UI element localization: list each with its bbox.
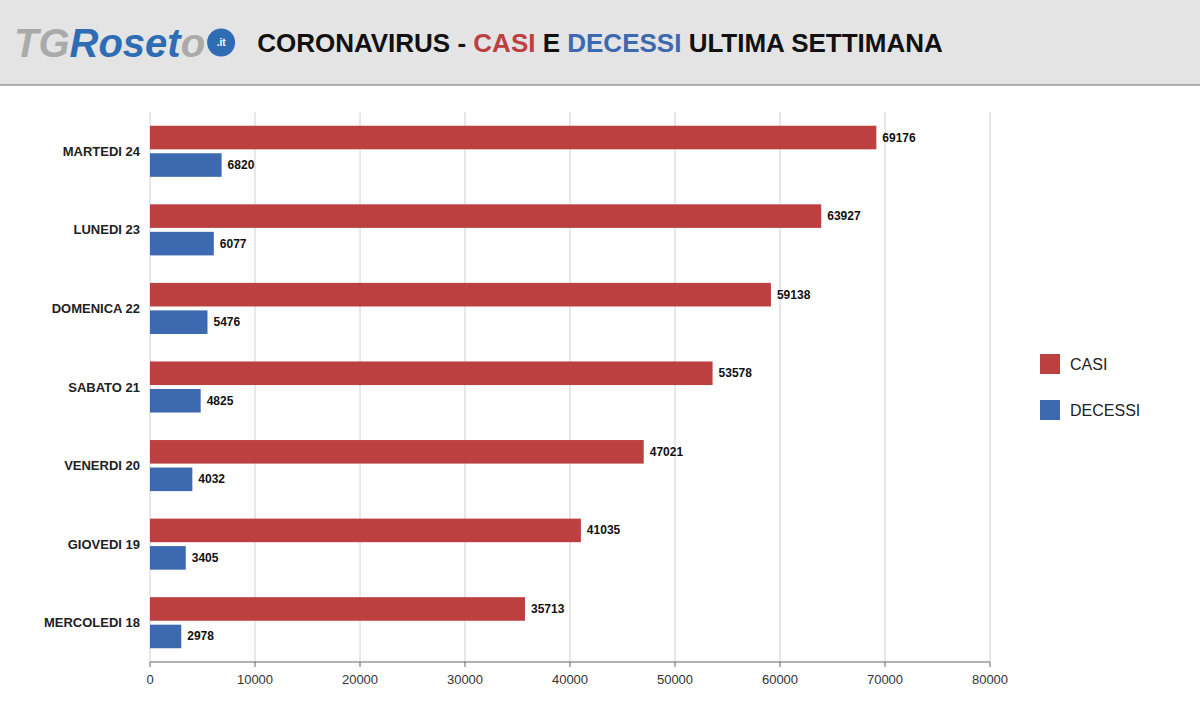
bars [150,126,876,649]
bar [150,546,186,570]
data-label: 2978 [187,629,214,643]
tick-label: 70000 [867,672,903,687]
title-part: CORONAVIRUS - [257,28,473,58]
header-bar [0,0,1200,85]
bar [150,126,876,150]
bar [150,361,713,385]
header-separator [0,84,1200,86]
bar [150,283,771,307]
category-label: LUNEDI 23 [74,222,140,237]
logo-part: Roset [70,21,183,65]
data-label: 47021 [650,445,684,459]
tick-mark [675,662,676,667]
legend-label: DECESSI [1070,402,1140,419]
bar [150,389,201,413]
logo-badge-text: .it [217,37,227,48]
title-highlight: DECESSI [567,28,681,58]
data-label: 59138 [777,288,811,302]
bar [150,310,207,334]
data-label: 3405 [192,551,219,565]
tick-mark [990,662,991,667]
tick-label: 50000 [657,672,693,687]
category-label: SABATO 21 [68,380,140,395]
data-label: 63927 [827,209,861,223]
data-label: 5476 [213,315,240,329]
logo-part: o [181,21,205,65]
tick-mark [780,662,781,667]
legend-label: CASI [1070,356,1107,373]
labels: MERCOLEDI 18 35713 2978 GIOVEDI 19 41035 3405… [44,131,916,644]
tick-mark [885,662,886,667]
category-label: GIOVEDI 19 [68,537,140,552]
grid-line [150,112,151,662]
data-label: 4825 [207,394,234,408]
bar [150,625,181,649]
data-label: 53578 [719,366,753,380]
logo: TGRoseto [14,21,205,65]
tick-label: 20000 [342,672,378,687]
grid-line [465,112,466,662]
data-label: 41035 [587,523,621,537]
bar [150,468,192,492]
logo-badge [207,29,235,57]
bar [150,519,581,543]
background [0,0,1200,720]
data-label: 4032 [198,472,225,486]
tick-mark [570,662,571,667]
grid-line [360,112,361,662]
grid-line [675,112,676,662]
bar [150,204,821,228]
data-label: 69176 [882,131,916,145]
title: CORONAVIRUS - CASI E DECESSI ULTIMA SETT… [257,28,943,58]
tick-label: 10000 [237,672,273,687]
data-label: 6077 [220,237,247,251]
tick-label: 80000 [972,672,1008,687]
x-axis: 0 10000 20000 30000 40000 50000 60000 70000 8000… [146,662,1008,687]
grid [150,112,990,662]
grid-line [990,112,991,662]
tick-label: 40000 [552,672,588,687]
legend-swatch [1040,400,1060,420]
tick-mark [255,662,256,667]
title-part: ULTIMA SETTIMANA [681,28,943,58]
tick-label: 60000 [762,672,798,687]
category-label: MARTEDI 24 [63,144,141,159]
grid-line [255,112,256,662]
title-part: E [535,28,567,58]
tick-mark [150,662,151,667]
category-label: DOMENICA 22 [52,301,140,316]
tick-label: 30000 [447,672,483,687]
bar [150,153,222,177]
x-axis-line [150,662,990,663]
grid-line [885,112,886,662]
category-label: MERCOLEDI 18 [44,615,140,630]
tick-mark [465,662,466,667]
tick-label: 0 [146,672,153,687]
legend: CASI DECESSI [1040,354,1140,420]
grid-line [570,112,571,662]
logo-part: TG [14,21,70,65]
bar [150,440,644,464]
chart-root: TGRoseto .it CORONAVIRUS - CASI E DECESSI … [0,0,1200,720]
data-label: 6820 [228,158,255,172]
category-label: VENERDI 20 [64,458,140,473]
bar [150,597,525,621]
grid-line [780,112,781,662]
legend-swatch [1040,354,1060,374]
tick-mark [360,662,361,667]
bar [150,232,214,256]
title-highlight: CASI [473,28,535,58]
data-label: 35713 [531,602,565,616]
